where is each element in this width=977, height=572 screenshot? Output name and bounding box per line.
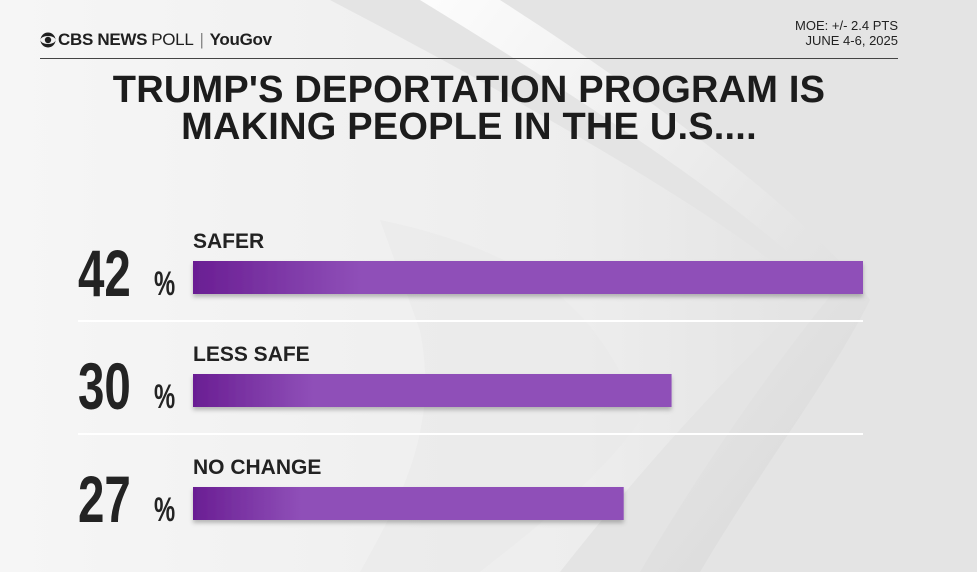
percent-sign-less-safe: %: [154, 378, 175, 416]
title-line-2: MAKING PEOPLE IN THE U.S....: [181, 106, 757, 148]
title-line-1: TRUMP'S DEPORTATION PROGRAM IS: [112, 69, 826, 111]
poll-date: JUNE 4-6, 2025: [805, 33, 899, 48]
header-bar: CBS NEWS POLL | YouGov MOE: +/- 2.4 PTS …: [40, 18, 898, 59]
percent-sign-no-change: %: [154, 491, 175, 529]
bar-no-change: [193, 487, 624, 520]
value-label-no-change: 27: [78, 463, 131, 536]
value-label-less-safe: 30: [78, 350, 131, 423]
chart-title: TRUMP'S DEPORTATION PROGRAM IS MAKING PE…: [40, 69, 898, 148]
percent-sign-safer: %: [154, 265, 175, 303]
bar-less-safe: [193, 374, 672, 407]
logo-yougov: YouGov: [209, 30, 272, 49]
cbs-yougov-logo: CBS NEWS POLL | YouGov: [40, 30, 272, 50]
logo-poll: POLL: [151, 30, 194, 49]
logo-separator: |: [199, 30, 204, 49]
margin-of-error: MOE: +/- 2.4 PTS: [795, 18, 898, 33]
cbs-eye-icon: [40, 32, 56, 48]
category-label-safer: SAFER: [193, 230, 264, 253]
logo-brand: CBS NEWS: [58, 30, 148, 49]
category-label-no-change: NO CHANGE: [193, 456, 321, 479]
value-label-safer: 42: [78, 237, 131, 310]
bar-safer: [193, 261, 863, 294]
category-label-less-safe: LESS SAFE: [193, 343, 310, 366]
poll-meta: MOE: +/- 2.4 PTS JUNE 4-6, 2025: [795, 18, 898, 48]
